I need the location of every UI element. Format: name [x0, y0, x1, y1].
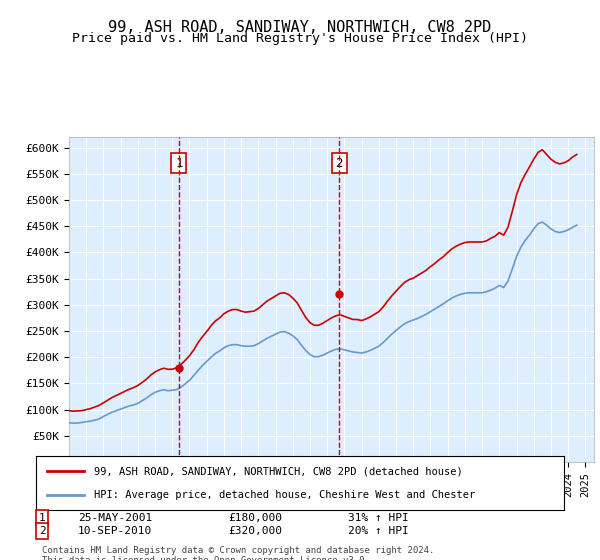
Text: 25-MAY-2001: 25-MAY-2001: [78, 513, 152, 523]
Text: 99, ASH ROAD, SANDIWAY, NORTHWICH, CW8 2PD: 99, ASH ROAD, SANDIWAY, NORTHWICH, CW8 2…: [109, 20, 491, 35]
Text: 20% ↑ HPI: 20% ↑ HPI: [348, 526, 409, 536]
Text: 10-SEP-2010: 10-SEP-2010: [78, 526, 152, 536]
Text: £320,000: £320,000: [228, 526, 282, 536]
Text: 31% ↑ HPI: 31% ↑ HPI: [348, 513, 409, 523]
Text: Price paid vs. HM Land Registry's House Price Index (HPI): Price paid vs. HM Land Registry's House …: [72, 32, 528, 45]
Text: £180,000: £180,000: [228, 513, 282, 523]
Text: 2: 2: [38, 526, 46, 536]
Text: 1: 1: [38, 513, 46, 523]
Text: 1: 1: [175, 157, 183, 170]
Text: 2: 2: [335, 157, 343, 170]
Text: 99, ASH ROAD, SANDIWAY, NORTHWICH, CW8 2PD (detached house): 99, ASH ROAD, SANDIWAY, NORTHWICH, CW8 2…: [94, 466, 463, 477]
Text: HPI: Average price, detached house, Cheshire West and Chester: HPI: Average price, detached house, Ches…: [94, 489, 475, 500]
Text: Contains HM Land Registry data © Crown copyright and database right 2024.
This d: Contains HM Land Registry data © Crown c…: [42, 546, 434, 560]
